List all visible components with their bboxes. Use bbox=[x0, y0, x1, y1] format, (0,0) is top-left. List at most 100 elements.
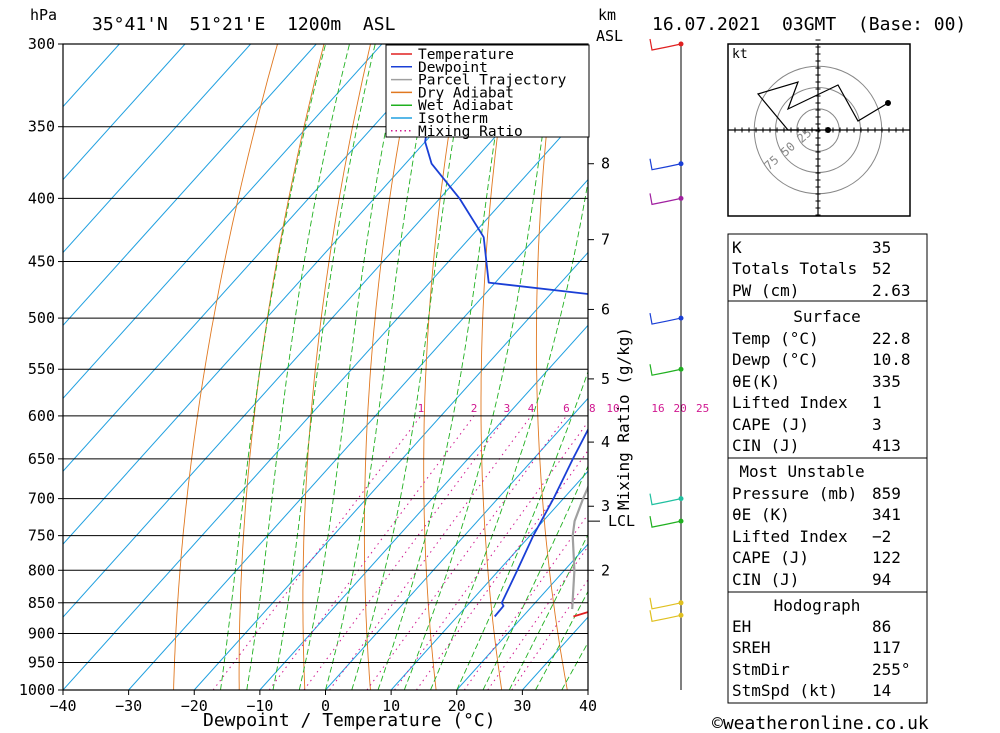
mixing-ratio-value-label: 10 bbox=[606, 402, 619, 415]
mixing-ratio-value-label: 1 bbox=[418, 402, 425, 415]
hodograph-table-header: Hodograph bbox=[774, 596, 861, 615]
pressure-tick-label: 750 bbox=[28, 527, 55, 545]
mixing-ratio-line bbox=[268, 415, 475, 690]
chart-title: 35°41'N 51°21'E 1200m ASL bbox=[92, 14, 396, 35]
mixing-ratio-value-label: 20 bbox=[673, 402, 686, 415]
indices-table: K 35 Totals Totals 52 PW (cm) 2.63 bbox=[727, 233, 928, 302]
k-value: 35 bbox=[872, 238, 891, 257]
isotherm-line bbox=[193, 251, 588, 690]
isotherm-line bbox=[63, 44, 383, 400]
height-tick-label: 4 bbox=[601, 433, 610, 451]
isotherm-line bbox=[456, 543, 588, 690]
eh-label: EH bbox=[732, 617, 751, 636]
wet-adiabat-line bbox=[272, 44, 376, 690]
pressure-tick-label: 450 bbox=[28, 253, 55, 271]
most-unstable-table: Most Unstable Pressure (mb) 859 θE (K) 3… bbox=[727, 457, 928, 593]
parcel-trajectory-profile-line bbox=[571, 484, 588, 610]
surface-cape-label: CAPE (J) bbox=[732, 415, 809, 434]
dry-adiabat-line bbox=[173, 44, 278, 690]
x-axis-label: Dewpoint / Temperature (°C) bbox=[203, 710, 496, 731]
height-tick-label: 8 bbox=[601, 155, 610, 173]
dewpoint-profile-line bbox=[424, 44, 588, 618]
pressure-tick-label: 600 bbox=[28, 407, 55, 425]
wind-profile bbox=[649, 38, 684, 690]
mixing-ratio-value-label: 4 bbox=[528, 402, 535, 415]
height-unit-label: km bbox=[598, 6, 616, 24]
mixing-ratio-line bbox=[329, 415, 532, 690]
indices-table-frame bbox=[727, 233, 928, 302]
isotherm-line bbox=[63, 44, 317, 327]
isotherm-line bbox=[63, 105, 588, 690]
height-tick-label: 7 bbox=[601, 231, 610, 249]
pressure-tick-label: 1000 bbox=[19, 681, 55, 699]
mu-cape-label: CAPE (J) bbox=[732, 548, 809, 567]
temperature-tick-label: −20 bbox=[181, 697, 208, 715]
totals-totals-label: Totals Totals bbox=[732, 259, 857, 278]
mu-cin-value: 94 bbox=[872, 570, 891, 589]
stmspd-value: 14 bbox=[872, 681, 891, 700]
mixing-ratio-value-label: 16 bbox=[651, 402, 664, 415]
wind-barb bbox=[649, 38, 682, 51]
legend-entry-label: Dewpoint bbox=[418, 60, 488, 76]
surface-theta-value: 335 bbox=[872, 372, 901, 391]
mixing-ratio-value-label: 6 bbox=[563, 402, 570, 415]
pressure-tick-label: 950 bbox=[28, 653, 55, 671]
hodograph-table-frame bbox=[727, 591, 928, 704]
mu-li-label: Lifted Index bbox=[732, 527, 848, 546]
surface-dewp-label: Dewp (°C) bbox=[732, 350, 819, 369]
isotherm-line bbox=[63, 44, 120, 108]
surface-table-frame bbox=[727, 300, 928, 459]
mu-cin-label: CIN (J) bbox=[732, 570, 799, 589]
wind-barb bbox=[649, 364, 682, 376]
pressure-tick-label: 500 bbox=[28, 309, 55, 327]
wet-adiabat-line bbox=[482, 465, 588, 690]
mixing-ratio-line bbox=[415, 449, 588, 690]
sreh-label: SREH bbox=[732, 638, 771, 657]
hodograph-endpoint-dot bbox=[885, 100, 891, 106]
wind-barb bbox=[649, 597, 682, 610]
wet-adiabat-line bbox=[351, 44, 470, 690]
isotherm-line bbox=[128, 178, 588, 690]
wet-adiabat-line bbox=[246, 44, 350, 690]
height-unit-asl-label: ASL bbox=[596, 27, 623, 45]
pressure-tick-label: 900 bbox=[28, 624, 55, 642]
hodograph-unit-label: kt bbox=[732, 47, 748, 62]
legend-entry-label: Mixing Ratio bbox=[418, 124, 523, 140]
legend-entry-label: Parcel Trajectory bbox=[418, 73, 567, 89]
isotherm-line bbox=[63, 44, 580, 618]
legend-entry-label: Isotherm bbox=[418, 111, 488, 127]
mixing-ratio-value-label: 2 bbox=[471, 402, 478, 415]
pw-value: 2.63 bbox=[872, 281, 911, 300]
mixing-ratio-line bbox=[487, 545, 588, 690]
mixing-ratio-line bbox=[212, 415, 422, 690]
wet-adiabat-line bbox=[220, 44, 327, 690]
surface-li-label: Lifted Index bbox=[732, 393, 848, 412]
isotherm-line bbox=[63, 44, 252, 254]
height-tick-label: 3 bbox=[601, 497, 610, 515]
mixing-ratio-value-label: 8 bbox=[589, 402, 596, 415]
wet-adiabat-line bbox=[508, 533, 588, 690]
mu-li-value: −2 bbox=[872, 527, 891, 546]
isotherm-line bbox=[325, 397, 588, 690]
temperature-tick-label: 30 bbox=[513, 697, 531, 715]
pressure-tick-label: 800 bbox=[28, 561, 55, 579]
wet-adiabat-line bbox=[456, 370, 588, 690]
isotherm-line bbox=[63, 44, 448, 472]
wind-barb bbox=[649, 493, 682, 506]
pressure-tick-label: 700 bbox=[28, 490, 55, 508]
mixing-ratio-line bbox=[366, 415, 567, 690]
legend-entry-label: Temperature bbox=[418, 47, 514, 63]
hodograph-trace bbox=[756, 81, 889, 131]
surface-dewp-value: 10.8 bbox=[872, 350, 911, 369]
k-label: K bbox=[732, 238, 742, 257]
pressure-tick-label: 550 bbox=[28, 360, 55, 378]
wind-barb bbox=[649, 158, 682, 171]
wet-adiabat-line bbox=[535, 590, 588, 690]
mixing-ratio-line bbox=[303, 415, 508, 690]
mu-theta-value: 341 bbox=[872, 505, 901, 524]
dry-adiabat-line bbox=[423, 44, 465, 690]
temperature-tick-label: 20 bbox=[448, 697, 466, 715]
